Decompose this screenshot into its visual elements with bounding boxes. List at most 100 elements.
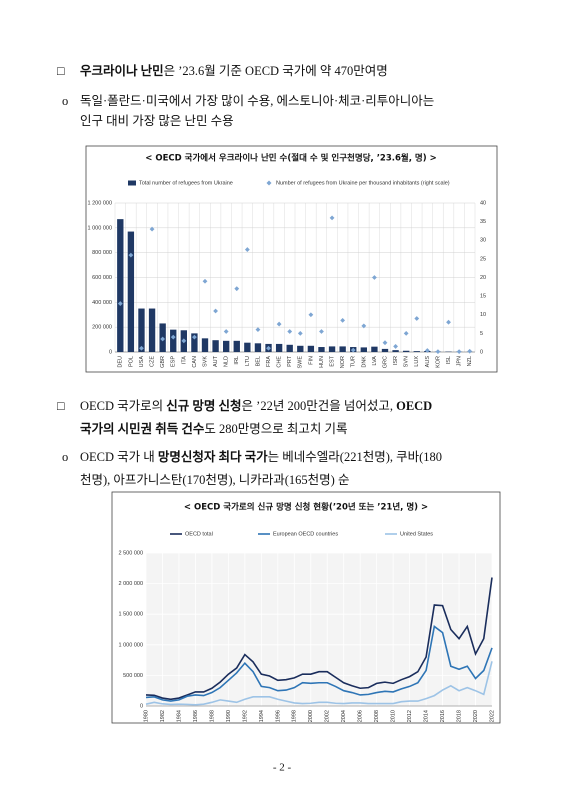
text-run: 독일·폴란드·미국에서 가장 많이 수용, 에스토니아·체코·리투아니아는 xyxy=(80,94,434,108)
paragraph-line: 국가의 시민권 취득 건수도 280만명으로 최고치 기록 xyxy=(80,421,348,436)
x-tick-label: 1992 xyxy=(242,710,248,722)
marker xyxy=(329,215,335,221)
x-tick-label: LTU xyxy=(245,356,251,366)
marker xyxy=(403,330,409,336)
x-tick-label: 2016 xyxy=(440,710,446,722)
marker xyxy=(255,327,261,333)
paragraph-line: 천명), 아프가니스탄(170천명), 니카라과(165천명) 순 xyxy=(80,472,349,487)
x-tick-label: FRA xyxy=(266,356,272,367)
x-tick-label: NLD xyxy=(224,356,230,367)
line-series xyxy=(145,625,493,702)
legend-swatch xyxy=(266,180,272,186)
bar xyxy=(403,350,410,352)
marker xyxy=(223,329,229,334)
text-run: 도 280만명으로 최고치 기록 xyxy=(204,422,347,436)
x-tick-label: 2010 xyxy=(391,710,397,722)
x-tick-label: LVA xyxy=(372,356,378,366)
bar xyxy=(392,350,399,352)
text-run: 우크라이나 난민 xyxy=(80,63,164,78)
marker xyxy=(297,330,303,336)
paragraph-line: 인구 대비 가장 많은 난민 수용 xyxy=(80,114,234,128)
y2-tick-label: 5 xyxy=(480,331,483,337)
marker xyxy=(467,348,473,354)
x-tick-label: 2012 xyxy=(407,710,413,722)
marker xyxy=(319,329,324,334)
y-tick-label: 1 200 000 xyxy=(88,200,112,206)
text-run: 인구 대비 가장 많은 난민 수용 xyxy=(80,114,234,128)
y2-tick-label: 30 xyxy=(480,238,486,244)
x-tick-label: GBR xyxy=(160,356,166,368)
bar xyxy=(117,219,124,352)
bar xyxy=(381,348,389,352)
line-series xyxy=(145,577,493,701)
bullet: o xyxy=(62,450,68,464)
x-tick-label: BEL xyxy=(255,356,261,366)
marker xyxy=(446,319,451,325)
marker xyxy=(139,345,144,351)
bar xyxy=(127,231,135,352)
marker xyxy=(361,323,367,329)
line-series xyxy=(145,661,493,706)
marker xyxy=(117,301,123,306)
x-tick-label: IRL xyxy=(234,356,240,365)
chart-title: < OECD 국가로의 신규 망명 신청 현황(’20년 또는 ’21년, 명)… xyxy=(184,502,428,513)
marker xyxy=(160,336,166,342)
x-tick-label: POL xyxy=(128,356,134,367)
chart-title: < OECD 국가에서 우크라이나 난민 수(절대 수 및 인구천명당, ’23… xyxy=(145,153,436,164)
bar xyxy=(328,346,336,352)
paragraph-line: OECD 국가로의 신규 망명 신청은 ’22년 200만건을 넘어섰고, OE… xyxy=(80,398,432,413)
marker xyxy=(128,252,134,258)
x-tick-label: 2006 xyxy=(358,710,364,722)
y-tick-label: 600 000 xyxy=(92,275,112,281)
y-tick-label: 0 xyxy=(140,703,143,709)
text-run: 망명신청자 최다 국가 xyxy=(158,449,268,464)
x-tick-label: NOR xyxy=(340,356,346,368)
x-tick-label: CZE xyxy=(150,356,156,367)
marker xyxy=(213,308,218,314)
x-tick-label: ESP xyxy=(171,356,177,367)
paragraph-line: OECD 국가 내 망명신청자 최다 국가는 베네수엘라(221천명), 쿠바(… xyxy=(80,449,442,464)
marker xyxy=(149,226,155,232)
bar xyxy=(318,347,325,352)
marker xyxy=(287,329,293,334)
x-tick-label: ISL xyxy=(446,356,452,364)
marker xyxy=(456,349,462,355)
bar xyxy=(275,343,283,352)
x-tick-label: 2022 xyxy=(489,710,495,722)
text-run: OECD 국가로의 xyxy=(80,399,166,413)
text-run: 국가의 시민권 취득 건수 xyxy=(80,421,205,436)
text-run: 는 베네수엘라(221천명), 쿠바(180 xyxy=(268,449,442,464)
x-tick-label: DEU xyxy=(118,356,124,368)
bar xyxy=(212,340,219,352)
text-run: 은 ’22년 200만건을 넘어섰고, xyxy=(242,399,397,413)
text-run: 은 ’23.6월 기준 OECD 국가에 약 470만여명 xyxy=(164,63,388,78)
bar xyxy=(191,333,198,352)
paragraph-line: 독일·폴란드·미국에서 가장 많이 수용, 에스토니아·체코·리투아니아는 xyxy=(80,94,434,108)
bar xyxy=(297,345,304,352)
bar xyxy=(307,345,315,352)
y-tick-label: 200 000 xyxy=(92,325,112,331)
x-tick-label: JPN xyxy=(457,356,463,366)
y2-tick-label: 35 xyxy=(480,219,486,225)
y2-tick-label: 0 xyxy=(480,349,483,355)
x-tick-label: 1982 xyxy=(160,710,166,722)
marker xyxy=(382,340,388,346)
y-tick-label: 1 000 000 xyxy=(119,642,143,648)
x-tick-label: USA xyxy=(139,356,145,368)
marker xyxy=(372,275,377,280)
bar xyxy=(360,347,367,352)
x-tick-label: CHE xyxy=(277,356,283,368)
x-tick-label: 1988 xyxy=(209,710,215,722)
x-tick-label: TUR xyxy=(351,356,357,367)
paragraph-line: 우크라이나 난민은 ’23.6월 기준 OECD 국가에 약 470만여명 xyxy=(80,63,388,78)
x-tick-label: 2004 xyxy=(341,710,347,722)
y-tick-label: 2 500 000 xyxy=(119,550,143,556)
y2-tick-label: 25 xyxy=(480,256,486,262)
x-tick-label: PRT xyxy=(287,355,293,367)
text-run: 신규 망명 신청 xyxy=(166,398,241,413)
y-tick-label: 500 000 xyxy=(123,673,143,679)
x-tick-label: ITA xyxy=(181,356,187,364)
x-tick-label: 1994 xyxy=(259,710,265,722)
